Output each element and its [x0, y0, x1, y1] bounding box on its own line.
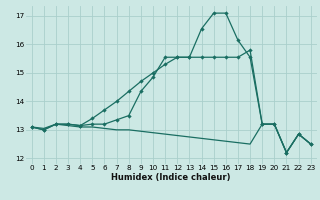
X-axis label: Humidex (Indice chaleur): Humidex (Indice chaleur)	[111, 173, 231, 182]
